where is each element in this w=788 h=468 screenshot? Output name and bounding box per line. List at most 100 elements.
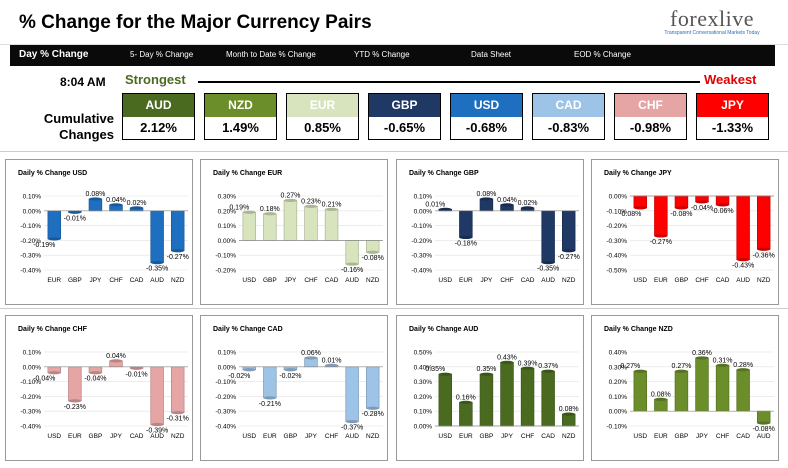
bar-cap bbox=[68, 399, 82, 403]
bar-cap bbox=[562, 249, 576, 253]
bar bbox=[500, 362, 514, 427]
bar-cap bbox=[242, 210, 256, 214]
data-label: 0.08% bbox=[85, 191, 105, 198]
data-label: -0.08% bbox=[670, 211, 692, 218]
bar-cap bbox=[263, 396, 277, 400]
data-label: 0.02% bbox=[127, 200, 147, 207]
y-tick-label: -0.20% bbox=[215, 268, 236, 275]
logo-text: forexlive bbox=[670, 6, 754, 31]
currency-change-value: -1.33% bbox=[697, 117, 768, 139]
currency-code: EUR bbox=[287, 94, 358, 117]
bar bbox=[459, 210, 473, 238]
data-label: 0.06% bbox=[301, 350, 321, 357]
y-tick-label: -0.20% bbox=[411, 238, 432, 245]
timestamp: 8:04 AM bbox=[60, 75, 106, 89]
data-label: -0.02% bbox=[279, 373, 301, 380]
data-label: 0.28% bbox=[733, 362, 753, 369]
y-tick-label: -0.20% bbox=[20, 238, 41, 245]
bar bbox=[736, 369, 750, 412]
chart-title: Daily % Change USD bbox=[18, 170, 87, 177]
x-tick-label: GBP bbox=[284, 433, 298, 440]
data-label: 0.08% bbox=[651, 391, 671, 398]
logo-tagline: Transparent Conversational Markets Today bbox=[664, 30, 760, 36]
bar bbox=[365, 366, 380, 409]
bar-cap bbox=[284, 198, 297, 203]
data-label: 0.37% bbox=[538, 363, 558, 370]
bar bbox=[736, 195, 750, 260]
x-tick-label: CAD bbox=[541, 433, 555, 440]
bar-cap bbox=[736, 258, 750, 262]
currency-code: JPY bbox=[697, 94, 768, 117]
x-tick-label: EUR bbox=[654, 433, 668, 440]
bar bbox=[561, 413, 576, 427]
divider bbox=[0, 308, 788, 309]
bar-cap bbox=[633, 369, 647, 373]
x-tick-label: NZD bbox=[366, 433, 380, 440]
bar-cap bbox=[480, 197, 493, 201]
bar bbox=[459, 401, 473, 427]
bar bbox=[654, 399, 668, 412]
x-tick-label: CHF bbox=[716, 433, 729, 440]
y-tick-label: -0.20% bbox=[215, 394, 236, 401]
bar-cap bbox=[68, 210, 82, 214]
bar-cap bbox=[345, 262, 359, 266]
y-tick-label: 0.10% bbox=[218, 223, 237, 230]
tab-5day-change[interactable]: 5- Day % Change bbox=[130, 50, 194, 59]
currency-box-aud: AUD 2.12% bbox=[122, 93, 195, 140]
data-label: -0.36% bbox=[753, 252, 775, 259]
chart-title: Daily % Change CHF bbox=[18, 326, 88, 333]
y-tick-label: 0.00% bbox=[218, 238, 237, 245]
forexlive-logo[interactable]: forexlive Transparent Conversational Mar… bbox=[653, 6, 771, 42]
currency-box-eur: EUR 0.85% bbox=[286, 93, 359, 140]
bar bbox=[541, 370, 555, 427]
data-label: -0.27% bbox=[167, 254, 189, 261]
y-tick-label: -0.20% bbox=[20, 394, 41, 401]
y-tick-label: -0.30% bbox=[20, 253, 41, 260]
bar-cap bbox=[716, 203, 729, 207]
chart-panel: Daily % Change EUR 0.30% 0.20% 0.10% 0.00% -0… bbox=[200, 159, 388, 305]
y-tick-label: 0.20% bbox=[218, 208, 237, 215]
data-label: 0.21% bbox=[322, 201, 342, 208]
data-label: 0.27% bbox=[280, 192, 300, 199]
tab-eod-change[interactable]: EOD % Change bbox=[574, 50, 631, 59]
y-tick-label: 0.00% bbox=[609, 194, 628, 201]
bar-cap bbox=[562, 412, 576, 416]
bar bbox=[633, 370, 648, 412]
bar-cap bbox=[654, 234, 668, 238]
data-label: 0.04% bbox=[106, 353, 126, 360]
data-label: -0.43% bbox=[732, 263, 754, 270]
x-tick-label: NZD bbox=[171, 433, 185, 440]
bar-cap bbox=[716, 363, 729, 367]
tab-day-change[interactable]: Day % Change bbox=[19, 49, 89, 60]
bar-cap bbox=[325, 207, 338, 211]
bar bbox=[345, 240, 359, 265]
bar-cap bbox=[500, 203, 514, 207]
data-label: 0.18% bbox=[260, 206, 280, 213]
bar-cap bbox=[757, 247, 771, 251]
y-tick-label: -0.30% bbox=[215, 409, 236, 416]
tab-data-sheet[interactable]: Data Sheet bbox=[471, 50, 512, 59]
bar bbox=[674, 195, 689, 209]
y-tick-label: -0.40% bbox=[20, 268, 41, 275]
data-label: 0.35% bbox=[476, 366, 496, 373]
currency-change-value: 0.85% bbox=[287, 117, 358, 139]
currency-change-value: -0.83% bbox=[533, 117, 604, 139]
page-title: % Change for the Major Currency Pairs bbox=[19, 12, 372, 33]
bar-cap bbox=[89, 197, 102, 201]
bar-cap bbox=[171, 411, 185, 415]
currency-change-value: 2.12% bbox=[123, 117, 194, 139]
data-label: -0.37% bbox=[341, 425, 363, 432]
bar bbox=[479, 198, 494, 212]
tab-ytd-change[interactable]: YTD % Change bbox=[354, 50, 410, 59]
y-tick-label: -0.10% bbox=[215, 253, 236, 260]
x-tick-label: GBP bbox=[68, 277, 82, 284]
bar-cap bbox=[150, 422, 164, 427]
x-tick-label: GBP bbox=[675, 277, 689, 284]
data-label: -0.01% bbox=[64, 215, 86, 222]
x-tick-label: JPY bbox=[305, 433, 318, 440]
bar bbox=[150, 210, 164, 263]
tab-month-to-date-change[interactable]: Month to Date % Change bbox=[226, 50, 316, 59]
bar-cap bbox=[695, 356, 709, 360]
data-label: -0.02% bbox=[228, 373, 250, 380]
bar-cap bbox=[459, 235, 473, 240]
